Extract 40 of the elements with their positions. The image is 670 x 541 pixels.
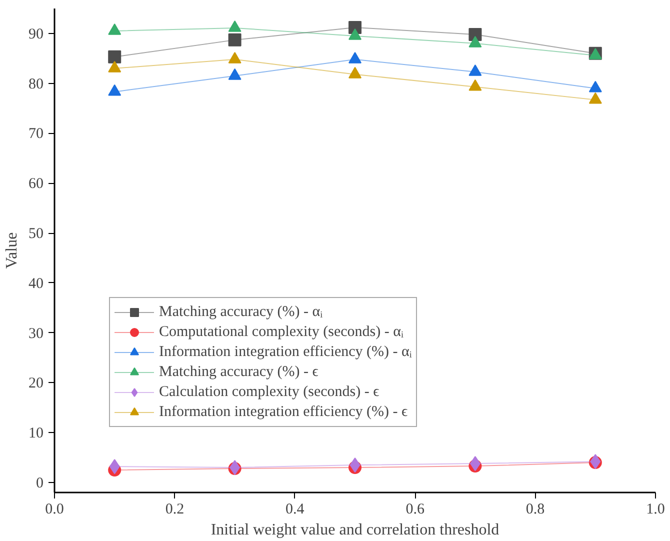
point [108,60,122,72]
legend-label: Information integration efficiency (%) - αᵢ [159,343,412,361]
x-tick-label: 0.2 [165,502,184,518]
point [350,458,360,473]
y-tick-label: 10 [28,426,44,442]
point [468,79,482,91]
legend-label: Matching accuracy (%) - ϵ [159,363,318,381]
point [348,28,362,40]
point [588,80,602,92]
point [348,66,362,78]
y-tick-label: 70 [28,126,44,142]
x-tick-label: 0.4 [286,502,305,518]
point [228,20,242,32]
x-tick-label: 0.6 [406,502,425,518]
y-tick-label: 80 [28,76,44,92]
point [468,36,482,48]
y-tick-label: 90 [28,26,44,42]
legend-label: Computational complexity (seconds) - αᵢ [159,323,404,341]
point [348,52,362,64]
x-tick-label: 0.8 [526,502,545,518]
y-tick-label: 50 [28,226,44,242]
point [228,52,242,64]
point [108,84,122,96]
y-axis-title: Value [4,232,20,269]
y-tick-label: 0 [36,476,44,492]
y-tick-label: 60 [28,176,44,192]
legend-label: Matching accuracy (%) - αᵢ [159,303,323,321]
point [468,64,482,76]
point [108,24,122,35]
x-axis-title: Initial weight value and correlation threshold [210,522,500,538]
y-tick-label: 20 [28,376,44,392]
point [228,68,242,80]
x-tick-label: 0.0 [45,502,64,518]
x-tick-label: 1.0 [646,502,665,518]
y-tick-label: 40 [28,276,44,292]
legend-label: Information integration efficiency (%) - ϵ [159,403,408,421]
y-tick-label: 30 [28,326,44,342]
point [588,92,602,104]
point [109,459,120,474]
legend-label: Calculation complexity (seconds) - ϵ [159,383,380,401]
